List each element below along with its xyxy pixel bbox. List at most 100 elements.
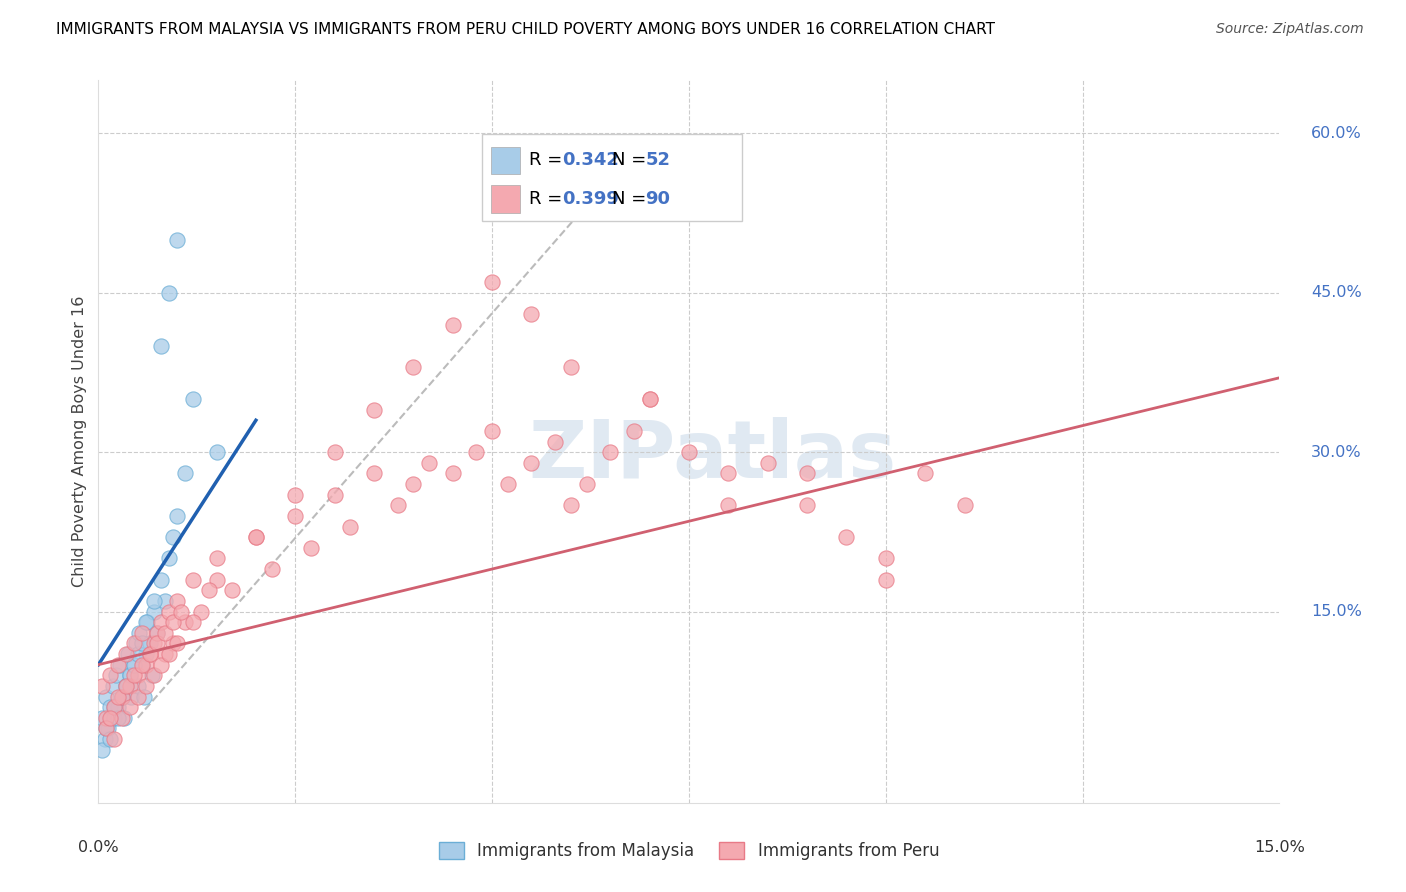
Point — [363, 402, 385, 417]
Point — [205, 551, 228, 566]
Point — [796, 467, 818, 481]
Point — [127, 690, 149, 704]
Point — [481, 275, 503, 289]
Text: 30.0%: 30.0% — [1310, 445, 1361, 459]
Point — [135, 647, 157, 661]
Point — [623, 424, 645, 438]
Point — [115, 679, 138, 693]
Point — [181, 392, 204, 406]
Text: Source: ZipAtlas.com: Source: ZipAtlas.com — [1216, 22, 1364, 37]
Point — [91, 742, 114, 756]
Text: R =: R = — [530, 151, 568, 169]
Point — [465, 445, 488, 459]
Point — [756, 456, 779, 470]
Point — [166, 594, 188, 608]
Point — [166, 508, 188, 523]
Point — [544, 434, 567, 449]
Point — [402, 360, 425, 375]
Point — [245, 530, 267, 544]
Text: 45.0%: 45.0% — [1310, 285, 1361, 301]
Text: 0.342: 0.342 — [562, 151, 620, 169]
Point — [284, 508, 307, 523]
Text: 15.0%: 15.0% — [1310, 604, 1362, 619]
Point — [520, 307, 543, 321]
Point — [127, 668, 149, 682]
Point — [197, 583, 219, 598]
Point — [323, 445, 346, 459]
Point — [98, 668, 121, 682]
Point — [122, 657, 145, 672]
Point — [146, 636, 169, 650]
Point — [118, 679, 141, 693]
Point — [155, 647, 177, 661]
Point — [402, 477, 425, 491]
Point — [260, 562, 283, 576]
FancyBboxPatch shape — [491, 185, 520, 212]
Point — [150, 339, 173, 353]
Point — [135, 657, 157, 672]
Point — [131, 625, 153, 640]
Point — [166, 636, 188, 650]
Point — [678, 445, 700, 459]
Point — [98, 711, 121, 725]
Point — [111, 690, 134, 704]
Point — [155, 594, 177, 608]
Point — [245, 530, 267, 544]
Point — [97, 722, 120, 736]
Point — [103, 700, 125, 714]
Point — [441, 467, 464, 481]
Point — [157, 647, 180, 661]
Point — [111, 711, 134, 725]
Point — [122, 668, 145, 682]
Legend: Immigrants from Malaysia, Immigrants from Peru: Immigrants from Malaysia, Immigrants fro… — [432, 835, 946, 867]
Point — [181, 573, 204, 587]
Text: 0.399: 0.399 — [562, 190, 620, 208]
Point — [117, 647, 139, 661]
Point — [638, 392, 661, 406]
Point — [96, 690, 118, 704]
Point — [103, 700, 125, 714]
Point — [118, 668, 141, 682]
Point — [157, 605, 180, 619]
Point — [717, 467, 740, 481]
Point — [174, 615, 197, 630]
Point — [875, 551, 897, 566]
Point — [141, 668, 163, 682]
Point — [914, 467, 936, 481]
Point — [875, 573, 897, 587]
Point — [599, 445, 621, 459]
Text: 0.0%: 0.0% — [79, 840, 118, 855]
Y-axis label: Child Poverty Among Boys Under 16: Child Poverty Among Boys Under 16 — [72, 296, 87, 587]
Point — [122, 636, 145, 650]
Point — [110, 657, 132, 672]
Text: 52: 52 — [645, 151, 671, 169]
Point — [138, 647, 160, 661]
Point — [205, 573, 228, 587]
Point — [112, 711, 135, 725]
Point — [136, 615, 159, 630]
Point — [835, 530, 858, 544]
Point — [111, 690, 134, 704]
Point — [132, 690, 155, 704]
Point — [122, 657, 145, 672]
Point — [142, 636, 165, 650]
Point — [481, 424, 503, 438]
Point — [181, 615, 204, 630]
Point — [131, 636, 153, 650]
Point — [103, 711, 125, 725]
Point — [115, 679, 138, 693]
Point — [717, 498, 740, 512]
Point — [103, 732, 125, 747]
Point — [162, 530, 184, 544]
Point — [166, 233, 188, 247]
Point — [146, 625, 169, 640]
Point — [115, 679, 138, 693]
Point — [91, 679, 114, 693]
Point — [107, 700, 129, 714]
Point — [96, 711, 118, 725]
Point — [125, 636, 148, 650]
Point — [205, 445, 228, 459]
Point — [128, 625, 150, 640]
Point — [796, 498, 818, 512]
Point — [118, 700, 141, 714]
